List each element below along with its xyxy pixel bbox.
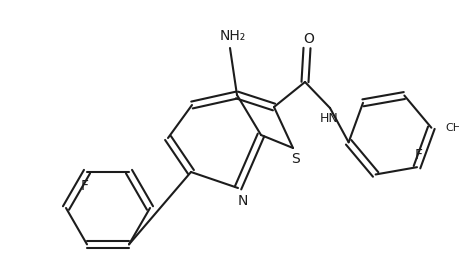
Text: NH₂: NH₂ — [220, 29, 246, 43]
Text: N: N — [238, 194, 248, 208]
Text: F: F — [81, 179, 89, 193]
Text: CH₃: CH₃ — [445, 123, 459, 133]
Text: F: F — [415, 148, 423, 162]
Text: O: O — [303, 32, 314, 46]
Text: HN: HN — [320, 111, 339, 125]
Text: S: S — [291, 152, 300, 166]
